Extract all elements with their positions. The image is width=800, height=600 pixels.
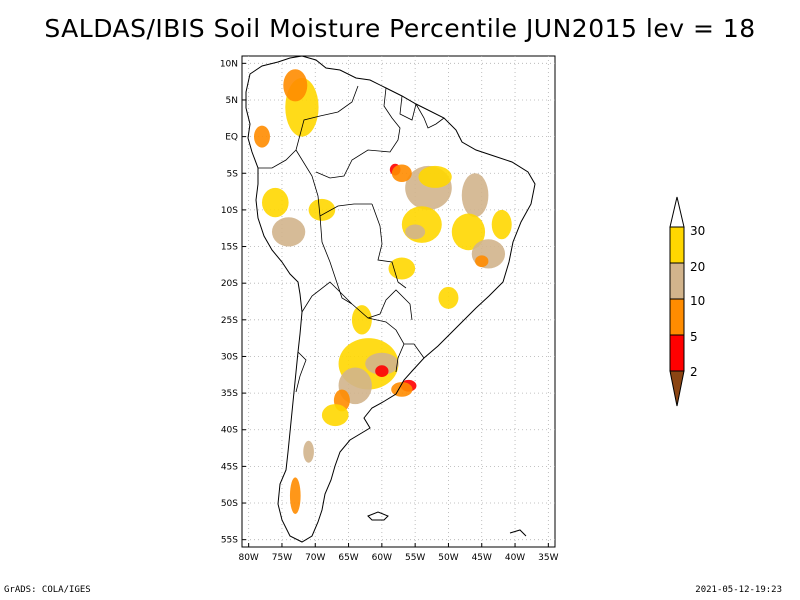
mato-grosso-patch <box>401 206 442 243</box>
legend-band-10-20 <box>669 262 685 300</box>
lon-tick-label: 35W <box>538 553 558 563</box>
lat-tick-label: 5S <box>227 169 239 179</box>
colombia-dry-patch <box>283 69 308 102</box>
lat-tick-label: 5N <box>226 96 238 106</box>
legend-bottom-triangle <box>669 370 685 407</box>
lat-tick-label: 50S <box>221 499 238 509</box>
lat-tick-label: 45S <box>221 462 238 472</box>
lat-tick-label: 15S <box>221 243 238 253</box>
lat-tick-label: 30S <box>221 352 238 362</box>
lat-tick-label: 55S <box>221 536 238 546</box>
amazon-orange-patch <box>391 164 412 183</box>
lon-tick-label: 60W <box>372 553 392 563</box>
legend-label-30: 30 <box>690 224 705 238</box>
chaco-patch <box>351 305 372 335</box>
minas-orange <box>475 255 489 268</box>
legend-label-2: 2 <box>690 365 698 379</box>
lon-tick-label: 40W <box>505 553 525 563</box>
lon-tick-label: 55W <box>405 553 425 563</box>
color-legend: 30 20 10 5 2 <box>669 196 705 407</box>
lon-tick-label: 50W <box>438 553 458 563</box>
graticule <box>242 56 555 547</box>
legend-top-triangle <box>669 196 685 228</box>
legend-band-20-30 <box>669 226 685 264</box>
axis-labels: 10N 5N EQ 5S 10S 15S 20S 25S 30S 35S 40S 45S 50S 55S8… <box>220 59 559 563</box>
lat-tick-label: 35S <box>221 389 238 399</box>
para-north-patch <box>418 165 452 188</box>
footer-timestamp: 2021-05-12-19:23 <box>695 585 782 595</box>
peru-south-patch <box>271 217 306 247</box>
andes-south <box>303 440 314 463</box>
maranhao-patch <box>461 173 489 218</box>
goias-patch <box>451 213 486 251</box>
soil-moisture-field <box>253 69 512 515</box>
lon-tick-label: 80W <box>238 553 258 563</box>
peru-patch <box>261 187 289 218</box>
lat-tick-label: EQ <box>225 133 238 143</box>
pampas-tan <box>365 352 399 375</box>
pampas-red <box>375 365 389 377</box>
pantanal-patch <box>388 257 416 280</box>
lat-tick-label: 25S <box>221 316 238 326</box>
bolivia-north-patch <box>308 198 336 221</box>
mato-grosso-tan <box>405 224 426 240</box>
national-borders <box>258 85 445 393</box>
legend-band-5-10 <box>669 298 685 336</box>
legend-label-20: 20 <box>690 260 705 274</box>
falkland-islands <box>367 511 389 521</box>
south-america-coastline <box>245 55 536 543</box>
lon-tick-label: 70W <box>305 553 325 563</box>
lon-tick-label: 75W <box>272 553 292 563</box>
legend-label-5: 5 <box>690 330 698 344</box>
map-title: SALDAS/IBIS Soil Moisture Percentile JUN… <box>44 14 756 43</box>
lat-tick-label: 40S <box>221 426 238 436</box>
footer-credit: GrADS: COLA/IGES <box>4 585 91 595</box>
lat-tick-label: 10N <box>220 59 238 69</box>
patagonia-north <box>321 404 349 427</box>
map-frame <box>241 55 556 548</box>
sao-paulo-patch <box>438 286 459 309</box>
lat-tick-label: 10S <box>221 206 238 216</box>
ecuador-patch <box>253 125 270 148</box>
legend-band-2-5 <box>669 334 685 372</box>
patagonia-south <box>289 477 301 515</box>
lon-tick-label: 65W <box>338 553 358 563</box>
lat-tick-label: 20S <box>221 279 238 289</box>
bahia-patch <box>491 209 512 240</box>
legend-label-10: 10 <box>690 294 705 308</box>
lon-tick-label: 45W <box>472 553 492 563</box>
south-georgia <box>509 529 527 537</box>
coastline <box>245 55 536 543</box>
